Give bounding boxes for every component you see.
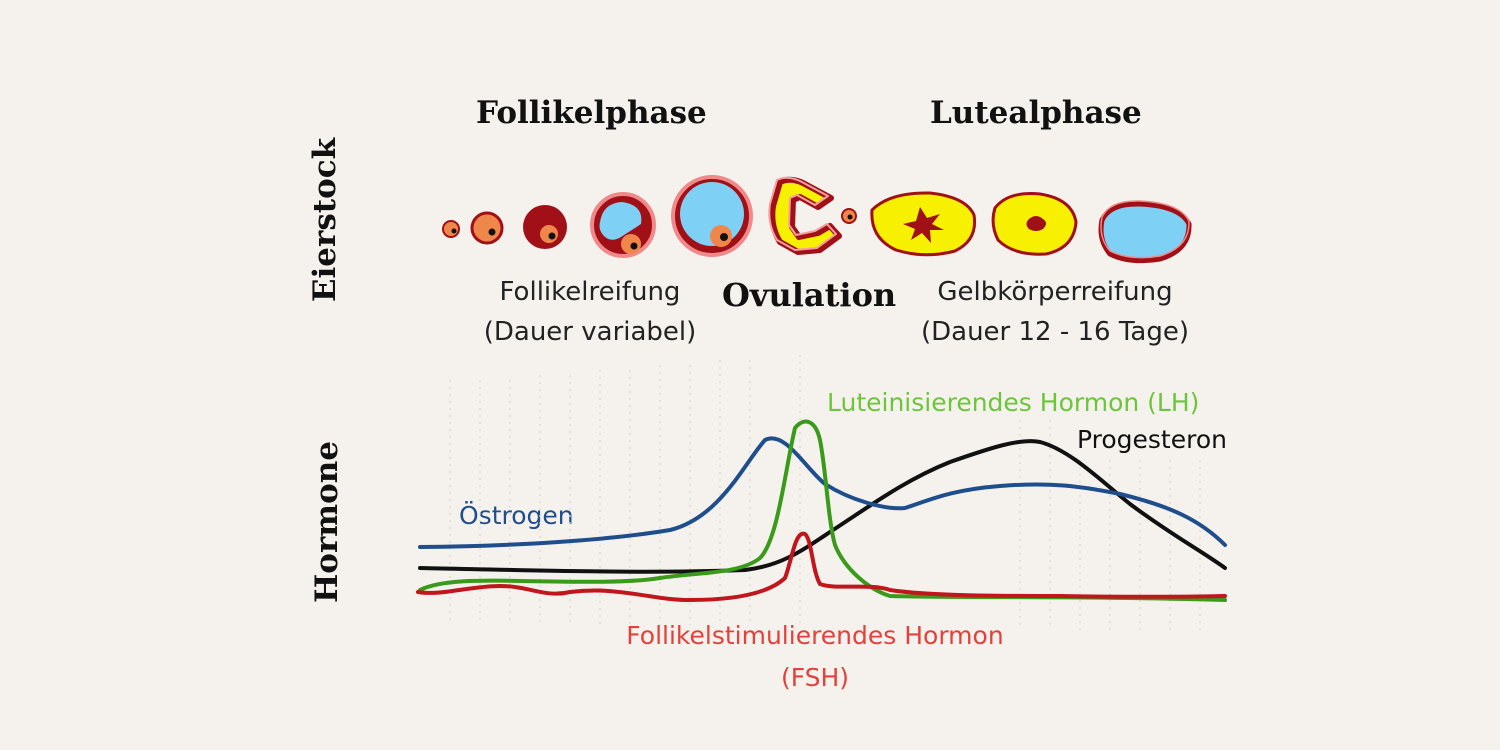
- lh-curve: [418, 419, 1227, 602]
- corpus-luteum-icon: [870, 191, 977, 257]
- ovulated-egg-icon: [841, 208, 857, 224]
- corpus-luteum-icon: [991, 192, 1078, 256]
- corpus-albicans-icon: [1098, 200, 1192, 264]
- maturation-duration: (Dauer variabel): [483, 317, 697, 347]
- follicle-icon: [590, 192, 656, 258]
- progesterone-curve: [418, 439, 1227, 574]
- maturation-caption: Follikelreifung (Dauer variabel): [460, 272, 720, 352]
- corpus-duration: (Dauer 12 - 16 Tage): [920, 317, 1190, 347]
- ruptured-follicle-icon: [768, 176, 842, 255]
- corpus-title: Gelbkörperreifung: [937, 277, 1173, 307]
- fsh-curve: [416, 531, 1227, 603]
- follicle-icon: [523, 205, 567, 249]
- follicular-phase-title: Follikelphase: [476, 95, 707, 131]
- follicle-icon: [671, 175, 753, 257]
- follicle-icon: [470, 211, 504, 245]
- corpus-caption: Gelbkörperreifung (Dauer 12 - 16 Tage): [905, 272, 1205, 352]
- luteal-phase-title: Lutealphase: [930, 95, 1142, 131]
- follicle-icon: [442, 220, 460, 238]
- progesterone-label: Progesteron: [1077, 425, 1227, 454]
- ovulation-label: Ovulation: [722, 276, 897, 314]
- fsh-label: Follikelstimulierendes Hormon (FSH): [560, 615, 1070, 699]
- maturation-title: Follikelreifung: [499, 277, 681, 307]
- estrogen-curve: [418, 436, 1227, 549]
- fsh-label-line1: Follikelstimulierendes Hormon: [626, 621, 1004, 650]
- guide-lines: [449, 355, 1201, 630]
- lh-label: Luteinisierendes Hormon (LH): [827, 388, 1200, 417]
- estrogen-label: Östrogen: [459, 501, 574, 530]
- fsh-label-line2: (FSH): [780, 663, 850, 692]
